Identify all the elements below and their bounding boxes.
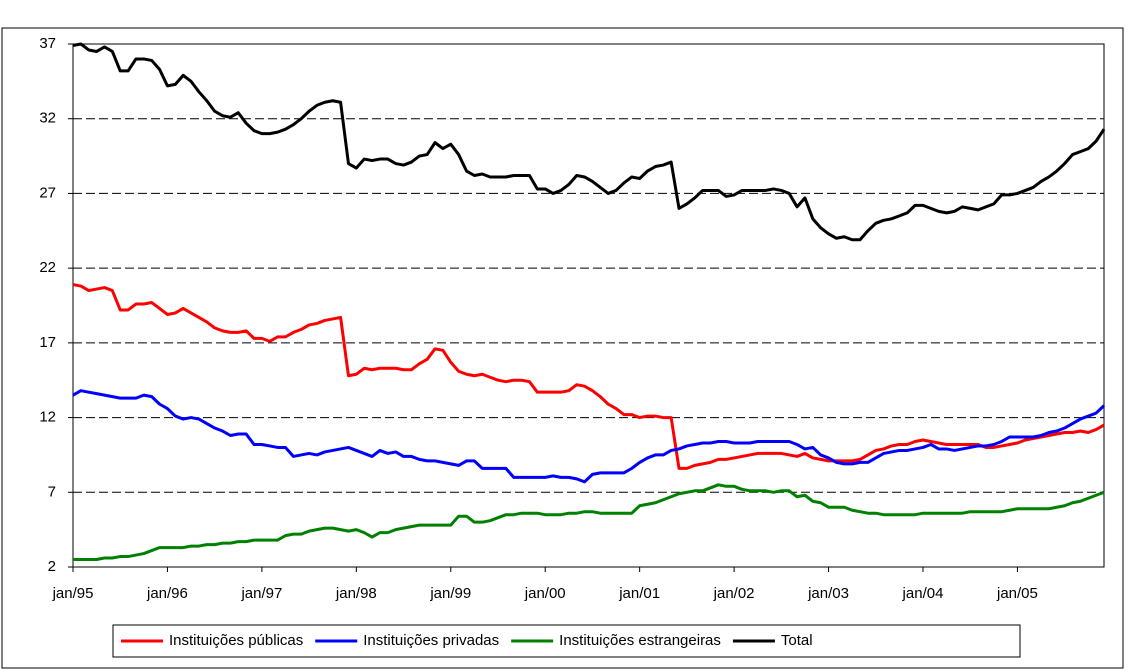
x-tick-label: jan/05: [996, 585, 1038, 602]
x-tick-label: jan/95: [52, 585, 94, 602]
x-tick-label: jan/97: [240, 585, 282, 602]
y-tick-label: 7: [48, 483, 56, 500]
y-tick-label: 12: [39, 409, 56, 426]
y-tick-label: 22: [39, 259, 56, 276]
x-tick-label: jan/03: [807, 585, 849, 602]
legend-label: Instituições estrangeiras: [559, 632, 721, 649]
series-line: [72, 389, 1106, 484]
series-line: [72, 42, 1106, 242]
x-tick-label: jan/01: [618, 585, 660, 602]
series-line: [73, 483, 1105, 562]
x-tick-label: jan/96: [146, 585, 188, 602]
plot-area: [72, 43, 1105, 568]
x-tick-label: jan/98: [335, 585, 377, 602]
x-tick-label: jan/04: [902, 585, 944, 602]
y-tick-label: 27: [39, 184, 56, 201]
x-tick-label: jan/02: [713, 585, 755, 602]
x-tick-label: jan/00: [524, 585, 566, 602]
legend-label: Instituições públicas: [169, 632, 303, 649]
legend-box: [112, 624, 1021, 658]
y-tick-label: 17: [39, 334, 56, 351]
legend-label: Total: [781, 632, 813, 649]
series-line: [72, 283, 1105, 470]
x-tick-label: jan/99: [429, 585, 471, 602]
y-tick-label: 37: [39, 35, 56, 52]
legend-label: Instituições privadas: [363, 632, 499, 649]
y-tick-label: 2: [48, 558, 56, 575]
y-tick-label: 32: [39, 110, 56, 127]
